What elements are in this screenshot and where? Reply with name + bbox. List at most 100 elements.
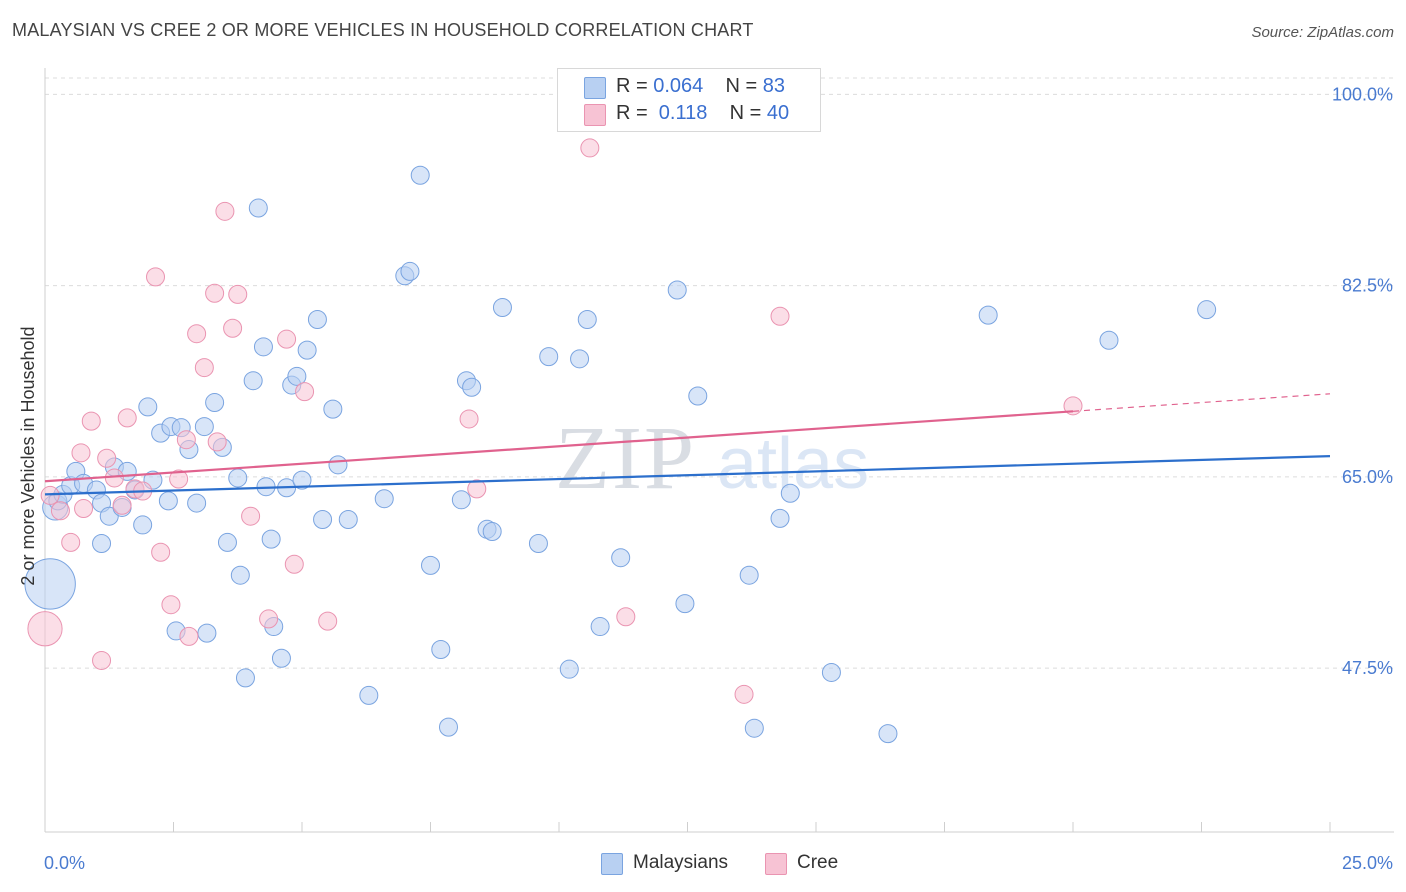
- malaysian-point: [688, 386, 708, 406]
- malaysian-point: [492, 297, 512, 317]
- malaysian-point: [187, 493, 207, 513]
- malaysian-point: [297, 340, 317, 360]
- y-tick-label: 82.5%: [1342, 276, 1393, 296]
- r-label: R =: [616, 102, 654, 124]
- malaysian-point: [482, 521, 502, 541]
- cree-point: [27, 611, 63, 647]
- malaysian-point: [667, 280, 687, 300]
- cree-point: [74, 499, 94, 519]
- tick-labels: 47.5% 65.0% 82.5% 100.0% 0.0% 25.0%: [44, 84, 1393, 873]
- r-value: 0.064: [653, 75, 704, 97]
- cree-point: [295, 382, 315, 402]
- malaysian-point: [92, 534, 112, 554]
- cree-point: [169, 469, 189, 489]
- x-tick-label-min: 0.0%: [44, 853, 85, 873]
- malaysian-point: [421, 555, 440, 575]
- cree-point: [616, 607, 636, 627]
- malaysian-point: [438, 717, 458, 737]
- legend-row-cree: R = 0.118 N = 40: [584, 102, 789, 128]
- cree-point: [259, 609, 279, 629]
- cree-point: [71, 443, 91, 463]
- cree-point: [146, 267, 166, 287]
- malaysian-point: [359, 685, 379, 705]
- chart-title: MALAYSIAN VS CREE 2 OR MORE VEHICLES IN …: [12, 20, 754, 40]
- malaysian-point: [261, 529, 281, 549]
- cree-point: [241, 506, 261, 526]
- malaysians-legend-label: Malaysians: [633, 852, 729, 873]
- cree-point: [176, 430, 196, 450]
- malaysian-point: [590, 617, 610, 637]
- malaysian-point: [323, 399, 343, 419]
- y-axis-title: 2 or more Vehicles in Household: [18, 326, 38, 585]
- malaysians-trend-line: [44, 454, 1331, 496]
- malaysians-swatch: [584, 77, 606, 99]
- malaysian-point: [230, 565, 250, 585]
- malaysian-point: [243, 371, 263, 391]
- cree-point: [117, 408, 137, 428]
- n-label: N =: [729, 102, 767, 124]
- malaysian-point: [451, 490, 471, 510]
- malaysian-point: [978, 305, 998, 325]
- malaysian-point: [431, 640, 451, 660]
- cree-legend-swatch: [765, 853, 787, 875]
- malaysian-point: [338, 509, 358, 529]
- cree-point: [223, 318, 243, 338]
- cree-point: [580, 138, 600, 158]
- data-points: [24, 138, 1217, 744]
- cree-point: [179, 626, 199, 646]
- malaysian-point: [400, 261, 420, 281]
- malaysian-point: [197, 623, 217, 643]
- cree-trend-extension: [1072, 393, 1331, 412]
- y-tick-label: 65.0%: [1342, 467, 1393, 487]
- stats-legend: R = 0.064 N = 83 R = 0.118 N = 40: [557, 68, 821, 132]
- malaysian-point: [821, 662, 841, 682]
- n-value: 83: [762, 75, 786, 97]
- malaysian-point: [253, 337, 273, 357]
- malaysian-point: [570, 349, 590, 369]
- malaysian-point: [235, 668, 255, 688]
- r-value: 0.118: [653, 102, 708, 124]
- malaysian-point: [228, 468, 248, 488]
- malaysian-point: [217, 532, 237, 552]
- n-value: 40: [766, 102, 790, 124]
- malaysian-point: [24, 558, 76, 610]
- malaysian-point: [462, 377, 482, 397]
- malaysian-point: [287, 366, 307, 386]
- cree-point: [161, 595, 181, 615]
- malaysian-point: [328, 455, 348, 475]
- malaysian-point: [271, 648, 291, 668]
- malaysian-point: [770, 508, 790, 528]
- cree-point: [284, 554, 304, 574]
- malaysian-point: [307, 309, 327, 329]
- cree-swatch: [584, 104, 606, 126]
- cree-point: [215, 201, 235, 221]
- cree-point: [734, 684, 754, 704]
- malaysian-point: [292, 470, 312, 490]
- x-tick-label-max: 25.0%: [1342, 853, 1393, 873]
- cree-point: [92, 650, 112, 670]
- malaysian-point: [878, 724, 898, 744]
- cree-point: [97, 448, 117, 468]
- cree-point: [770, 306, 790, 326]
- svg-text:ZIP: ZIP: [555, 409, 696, 508]
- malaysian-point: [744, 718, 764, 738]
- malaysian-point: [528, 534, 548, 554]
- cree-point: [61, 532, 81, 552]
- malaysians-legend-swatch: [601, 853, 623, 875]
- malaysian-point: [205, 393, 225, 413]
- cree-point: [207, 432, 227, 452]
- axes: [44, 68, 1394, 833]
- cree-point: [467, 479, 487, 499]
- malaysian-point: [313, 509, 333, 529]
- malaysian-point: [410, 165, 430, 185]
- cree-point: [112, 495, 132, 515]
- watermark: ZIP atlas: [555, 409, 869, 508]
- malaysian-point: [1197, 300, 1217, 320]
- malaysian-point: [739, 565, 759, 585]
- malaysian-point: [675, 594, 695, 614]
- malaysian-point: [577, 309, 597, 329]
- y-tick-label: 100.0%: [1332, 84, 1393, 104]
- cree-point: [459, 409, 479, 429]
- malaysian-point: [1099, 330, 1119, 350]
- cree-point: [277, 329, 297, 349]
